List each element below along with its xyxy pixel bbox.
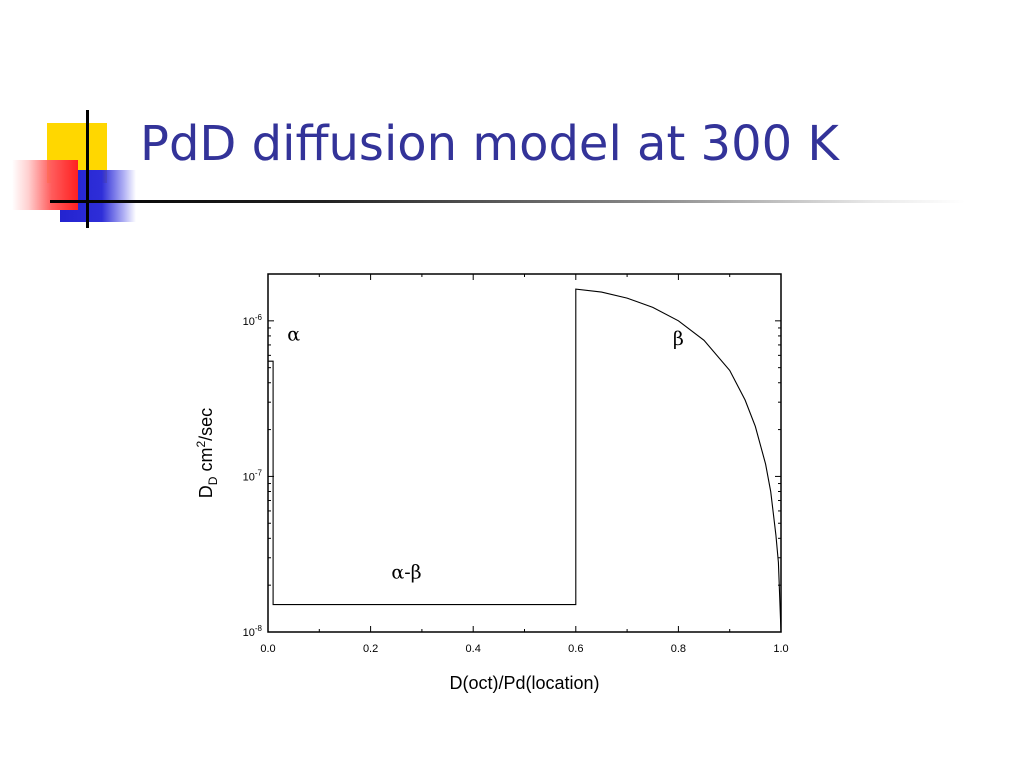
y-axis-symbol: D bbox=[196, 485, 216, 498]
y-axis-unit-superscript: 2 bbox=[194, 441, 208, 448]
x-tick-label: 0.0 bbox=[260, 643, 275, 655]
y-tick-exponent: -8 bbox=[255, 624, 263, 633]
x-axis-title: D(oct)/Pd(location) bbox=[449, 673, 599, 693]
title-underline bbox=[50, 200, 965, 203]
x-tick-label: 0.8 bbox=[671, 643, 686, 655]
y-tick-base: 10 bbox=[243, 316, 255, 328]
y-axis-symbol-subscript: D bbox=[206, 476, 220, 485]
phase-label: β bbox=[673, 328, 684, 350]
phase-label: α bbox=[287, 323, 300, 345]
phase-annotations: α α-β β bbox=[287, 323, 684, 583]
y-tick-labels: 10-610-710-8 bbox=[243, 313, 263, 639]
y-axis-unit: cm bbox=[196, 448, 216, 477]
x-tick-label: 0.6 bbox=[568, 643, 583, 655]
tick-marks bbox=[267, 273, 782, 633]
y-tick-label: 10-8 bbox=[243, 624, 263, 639]
x-tick-labels: 0.0 0.2 0.4 0.6 0.8 1.0 bbox=[260, 643, 788, 655]
decor-vertical-line bbox=[86, 110, 89, 228]
slide-title: PdD diffusion model at 300 K bbox=[140, 116, 839, 172]
x-tick-label: 1.0 bbox=[773, 643, 788, 655]
plot-frame bbox=[267, 273, 782, 633]
y-tick-base: 10 bbox=[243, 471, 255, 483]
y-axis-unit-tail: /sec bbox=[196, 408, 216, 441]
diffusion-curve bbox=[268, 288, 782, 633]
x-tick-label: 0.2 bbox=[363, 643, 378, 655]
y-axis-title: DD cm2/sec bbox=[194, 408, 220, 498]
phase-label: α-β bbox=[391, 562, 421, 584]
y-tick-label: 10-7 bbox=[243, 468, 263, 483]
y-tick-label: 10-6 bbox=[243, 313, 263, 328]
y-tick-exponent: -7 bbox=[255, 468, 263, 477]
y-tick-exponent: -6 bbox=[255, 313, 263, 322]
x-tick-label: 0.4 bbox=[466, 643, 481, 655]
y-tick-base: 10 bbox=[243, 627, 255, 639]
